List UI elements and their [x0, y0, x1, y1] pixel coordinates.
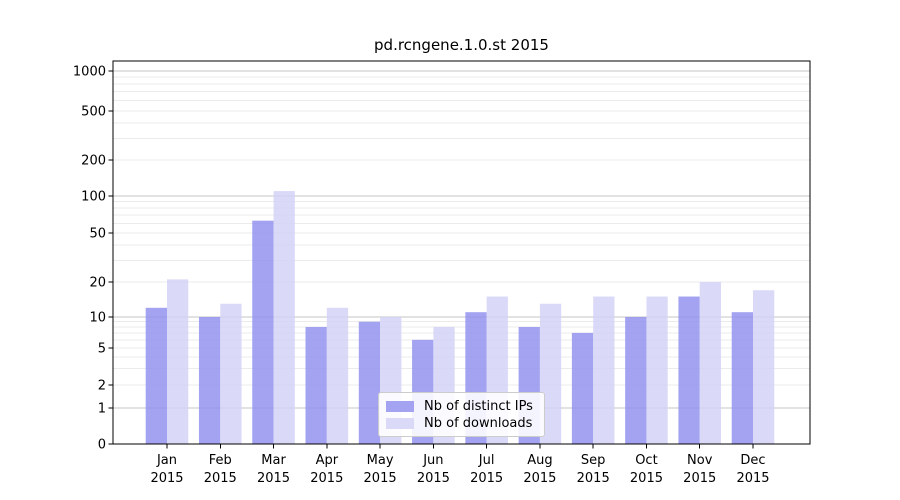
x-tick-label-year: 2015 [630, 471, 663, 486]
legend-label-downloads: Nb of downloads [424, 415, 533, 431]
bar-distinct-ips-apr [305, 326, 327, 444]
bar-downloads-mar [273, 191, 295, 444]
bar-downloads-apr [326, 307, 349, 444]
x-tick-label-month: Nov [687, 453, 713, 468]
y-tick-label: 2 [98, 379, 106, 394]
x-tick-label-month: Jan [156, 453, 177, 468]
x-tick-label-year: 2015 [204, 471, 237, 486]
x-tick-label-year: 2015 [523, 471, 556, 486]
y-tick-label: 0 [98, 438, 106, 453]
x-tick-label-month: Oct [635, 453, 657, 468]
x-tick-label-month: Dec [740, 453, 765, 468]
y-tick-label: 200 [81, 154, 106, 169]
x-tick-label-year: 2015 [257, 471, 290, 486]
x-tick-label-month: Feb [209, 453, 232, 468]
plot-border [112, 60, 811, 445]
chart-title: pd.rcngene.1.0.st 2015 [374, 36, 549, 54]
bar-distinct-ips-mar [252, 220, 274, 444]
bar-distinct-ips-jan [145, 307, 167, 444]
y-tick-label: 100 [81, 190, 106, 205]
bar-downloads-oct [646, 296, 668, 444]
bar-distinct-ips-nov [678, 296, 700, 444]
bar-distinct-ips-oct [625, 317, 647, 444]
legend-swatch-downloads [386, 417, 414, 429]
legend-label-distinct-ips: Nb of distinct IPs [424, 398, 533, 414]
x-tick-label-year: 2015 [577, 471, 610, 486]
bar-downloads-nov [699, 282, 722, 444]
y-tick-label: 1000 [73, 65, 106, 80]
x-tick-label-year: 2015 [364, 471, 397, 486]
x-tick-label-month: Mar [261, 453, 286, 468]
bar-downloads-aug [539, 303, 562, 444]
x-tick-label-month: Jun [422, 453, 443, 468]
y-tick-label: 500 [81, 105, 106, 120]
x-tick-label-month: Sep [581, 453, 606, 468]
x-tick-label-year: 2015 [417, 471, 450, 486]
bar-downloads-jan [167, 279, 189, 444]
y-tick-label: 5 [98, 342, 106, 357]
y-tick-label: 10 [89, 311, 106, 326]
bar-distinct-ips-may [358, 321, 381, 444]
x-tick-label-month: May [367, 453, 394, 468]
x-tick-label-month: Apr [316, 453, 339, 468]
bar-downloads-feb [220, 303, 242, 444]
legend-item-downloads: Nb of downloads [386, 415, 536, 431]
legend: Nb of distinct IPs Nb of downloads [378, 392, 545, 437]
x-tick-label-year: 2015 [736, 471, 769, 486]
x-tick-label-year: 2015 [470, 471, 503, 486]
x-tick-label-year: 2015 [310, 471, 343, 486]
legend-item-distinct-ips: Nb of distinct IPs [386, 398, 536, 414]
x-tick-label-month: Aug [527, 453, 552, 468]
legend-swatch-distinct-ips [386, 400, 414, 412]
bar-distinct-ips-sep [571, 332, 594, 444]
x-tick-label-month: Jul [478, 453, 495, 468]
bar-distinct-ips-dec [731, 312, 753, 444]
y-tick-label: 1 [98, 402, 106, 417]
y-tick-label: 50 [89, 227, 106, 242]
bar-downloads-sep [593, 296, 615, 444]
x-tick-label-year: 2015 [150, 471, 183, 486]
bar-distinct-ips-feb [198, 317, 221, 444]
y-tick-label: 20 [89, 276, 106, 291]
x-tick-label-year: 2015 [683, 471, 716, 486]
bar-downloads-dec [753, 290, 775, 444]
